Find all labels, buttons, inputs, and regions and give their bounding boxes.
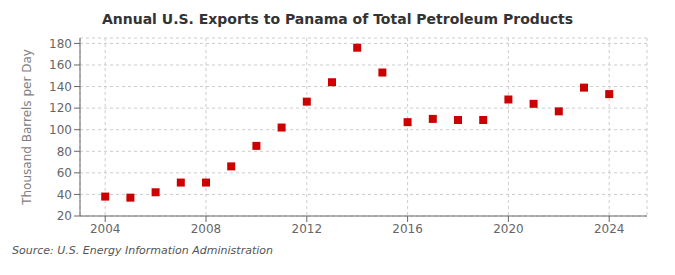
svg-text:40: 40 (57, 188, 72, 202)
svg-text:2012: 2012 (292, 222, 323, 236)
svg-text:120: 120 (49, 101, 72, 115)
svg-text:2004: 2004 (90, 222, 121, 236)
svg-text:180: 180 (49, 37, 72, 51)
svg-text:2020: 2020 (493, 222, 524, 236)
svg-text:2024: 2024 (594, 222, 625, 236)
svg-text:Thousand Barrels per Day: Thousand Barrels per Day (20, 49, 34, 206)
svg-text:60: 60 (57, 166, 72, 180)
svg-text:2008: 2008 (191, 222, 222, 236)
svg-text:100: 100 (49, 123, 72, 137)
html-text:Source: U.S. Energy Informatio: Source: U.S. Energy Information Administ… (12, 244, 273, 257)
svg-text:140: 140 (49, 80, 72, 94)
html-text:Annual U.S. Exports to Panama: Annual U.S. Exports to Panama of Total P… (101, 11, 574, 27)
svg-text:80: 80 (57, 145, 72, 159)
svg-text:160: 160 (49, 58, 72, 72)
svg-text:2016: 2016 (392, 222, 423, 236)
svg-text:20: 20 (57, 209, 72, 223)
